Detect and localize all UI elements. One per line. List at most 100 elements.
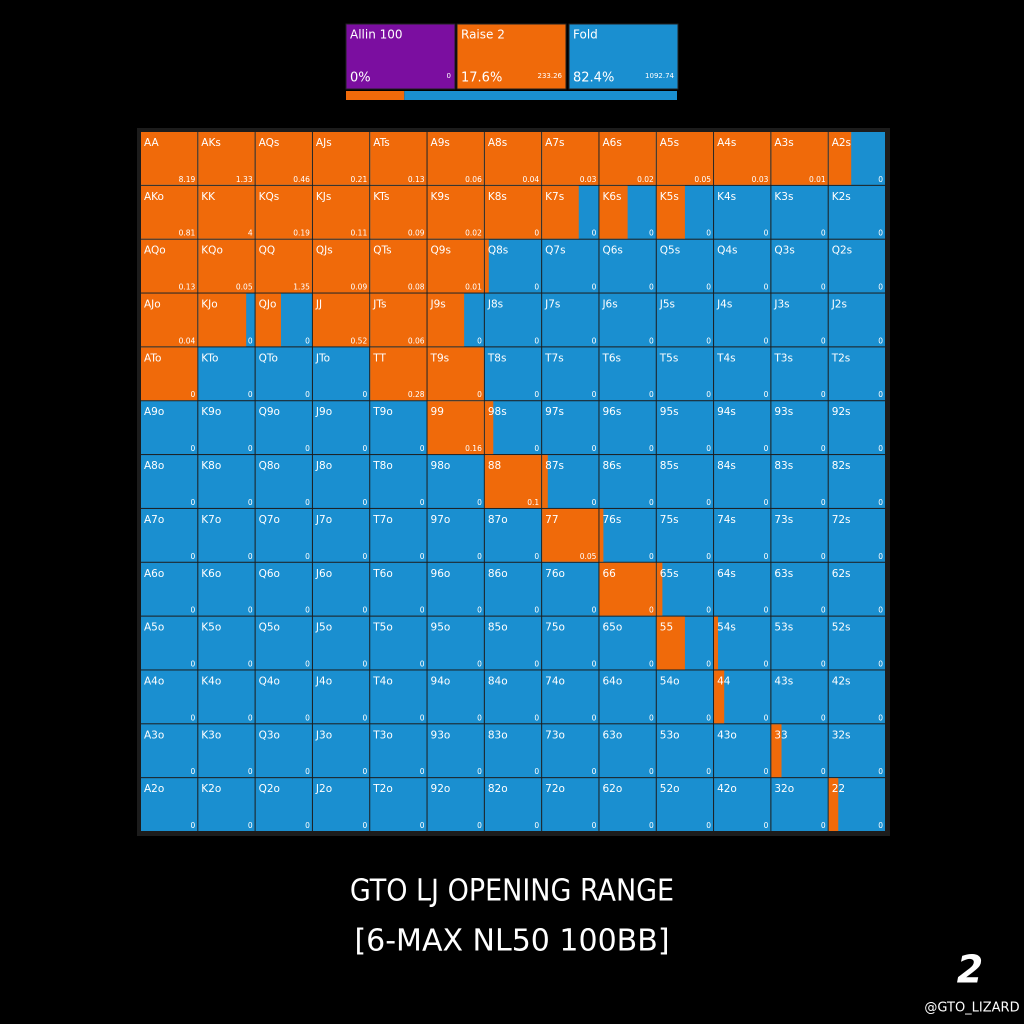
raise-fill bbox=[599, 185, 628, 239]
ev-label: 0.05 bbox=[580, 552, 597, 561]
ev-label: 0 bbox=[305, 713, 310, 722]
ev-label: 0 bbox=[649, 713, 654, 722]
ev-label: 0 bbox=[878, 336, 883, 345]
hand-label: K7o bbox=[201, 514, 221, 526]
hand-label: K4s bbox=[717, 191, 736, 203]
cell bbox=[542, 724, 599, 778]
ev-label: 0 bbox=[191, 498, 196, 507]
raise-fill bbox=[141, 185, 198, 239]
hand-label: Q3s bbox=[774, 245, 794, 257]
cell bbox=[542, 293, 599, 347]
cell bbox=[656, 562, 714, 616]
ev-label: 0 bbox=[305, 821, 310, 830]
hand-label: K3s bbox=[774, 191, 793, 203]
raise-fill bbox=[714, 132, 771, 185]
ev-label: 0 bbox=[248, 767, 253, 776]
hand-label: 86s bbox=[602, 460, 621, 472]
ev-label: 0 bbox=[706, 821, 711, 830]
hand-label: T3s bbox=[773, 352, 793, 364]
ev-label: 0 bbox=[706, 498, 711, 507]
hand-label: A8o bbox=[144, 460, 164, 472]
hand-label: 76o bbox=[545, 568, 565, 580]
ev-label: 0 bbox=[821, 444, 826, 453]
ev-label: 0 bbox=[305, 390, 310, 399]
ev-label: 0.03 bbox=[580, 175, 597, 184]
raise-fill bbox=[198, 293, 247, 347]
cell bbox=[312, 508, 370, 562]
ev-label: 0.28 bbox=[408, 390, 425, 399]
ev-label: 0.81 bbox=[179, 229, 196, 238]
hand-label: Q8s bbox=[488, 245, 508, 257]
hand-label: 64s bbox=[717, 568, 736, 580]
ev-label: 0 bbox=[821, 336, 826, 345]
raise-fill bbox=[255, 132, 312, 185]
ev-label: 0.11 bbox=[351, 229, 368, 238]
cell bbox=[370, 616, 427, 670]
cell bbox=[484, 724, 542, 778]
cell bbox=[714, 347, 771, 401]
raise-fill bbox=[198, 132, 255, 185]
cell bbox=[370, 778, 427, 831]
ev-label: 0.09 bbox=[351, 283, 368, 292]
hand-label: 87s bbox=[545, 460, 564, 472]
ev-label: 0 bbox=[420, 767, 425, 776]
ev-label: 0 bbox=[305, 552, 310, 561]
title: GTO LJ OPENING RANGE bbox=[350, 874, 674, 909]
hand-label: T3o bbox=[372, 729, 393, 741]
raise-fill bbox=[484, 239, 489, 293]
hand-label: K2o bbox=[201, 783, 221, 795]
hand-label: 93o bbox=[431, 729, 451, 741]
cell bbox=[255, 724, 312, 778]
cell bbox=[828, 670, 885, 724]
ev-label: 0.04 bbox=[522, 175, 539, 184]
hand-label: 83s bbox=[774, 460, 793, 472]
hand-label: AJs bbox=[316, 137, 332, 149]
ev-label: 0 bbox=[821, 552, 826, 561]
hand-label: 72s bbox=[832, 514, 851, 526]
ev-label: 0.1 bbox=[527, 498, 539, 507]
cell bbox=[484, 293, 542, 347]
hand-label: AKs bbox=[201, 137, 221, 149]
hand-label: KQs bbox=[259, 191, 280, 203]
legend-box bbox=[456, 23, 567, 90]
hand-label: J3s bbox=[773, 299, 789, 311]
ev-label: 0 bbox=[878, 498, 883, 507]
cell bbox=[599, 508, 656, 562]
ev-label: 0 bbox=[477, 606, 482, 615]
ev-label: 0 bbox=[649, 606, 654, 615]
legend-name: Raise 2 bbox=[461, 28, 505, 42]
ev-label: 0 bbox=[534, 606, 539, 615]
raise-fill bbox=[255, 185, 312, 239]
hand-label: 92s bbox=[832, 406, 851, 418]
ev-label: 0 bbox=[649, 283, 654, 292]
hand-label: 97o bbox=[431, 514, 451, 526]
hand-label: K8o bbox=[201, 460, 221, 472]
ev-label: 0 bbox=[706, 229, 711, 238]
hand-label: AJo bbox=[144, 299, 161, 311]
hand-label: 65o bbox=[602, 622, 622, 634]
cell bbox=[599, 401, 656, 455]
hand-label: 85s bbox=[660, 460, 679, 472]
raise-fill bbox=[255, 239, 312, 293]
ev-label: 0 bbox=[764, 821, 769, 830]
hand-label: T2s bbox=[831, 352, 851, 364]
ev-label: 0 bbox=[534, 552, 539, 561]
hand-label: 65s bbox=[660, 568, 679, 580]
ev-label: 0.05 bbox=[236, 283, 253, 292]
hand-label: 43o bbox=[717, 729, 737, 741]
ev-label: 0 bbox=[878, 444, 883, 453]
raise-fill bbox=[427, 239, 484, 293]
cell bbox=[828, 347, 885, 401]
raise-fill bbox=[656, 185, 685, 239]
ev-label: 0 bbox=[534, 283, 539, 292]
ev-label: 0 bbox=[878, 229, 883, 238]
hand-label: Q9s bbox=[431, 245, 451, 257]
ev-label: 0 bbox=[592, 390, 597, 399]
hand-label: T4o bbox=[372, 675, 393, 687]
ev-label: 0 bbox=[821, 821, 826, 830]
hand-label: J8s bbox=[487, 299, 503, 311]
cell bbox=[656, 724, 714, 778]
cell bbox=[427, 616, 484, 670]
cell bbox=[312, 616, 370, 670]
hand-label: 77 bbox=[545, 514, 558, 526]
